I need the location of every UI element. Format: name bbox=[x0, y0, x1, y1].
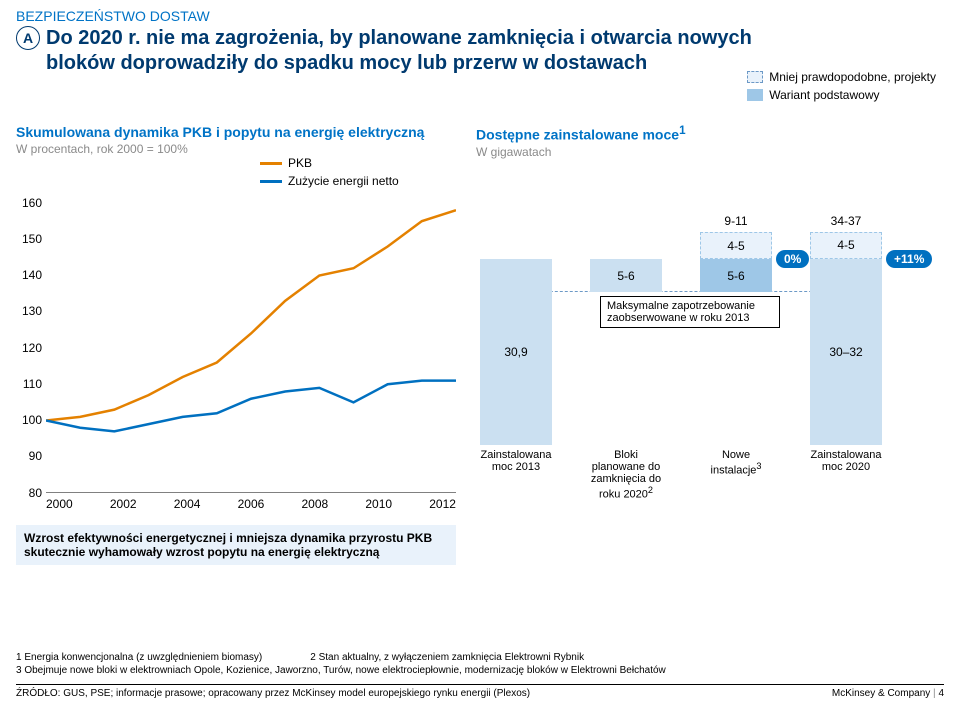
page-title: Do 2020 r. nie ma zagrożenia, by planowa… bbox=[46, 26, 766, 76]
y-tick-label: 80 bbox=[29, 486, 42, 500]
section-label: BEZPIECZEŃSTWO DOSTAW bbox=[16, 8, 944, 24]
waterfall-x-label: Nowe instalacje3 bbox=[696, 449, 776, 493]
delta-pill: 0% bbox=[776, 250, 809, 268]
left-caption: Wzrost efektywności energetycznej i mnie… bbox=[16, 525, 456, 565]
x-tick-label: 2002 bbox=[110, 497, 137, 511]
waterfall-segment-dashed: 4-5 bbox=[700, 232, 772, 259]
y-tick-label: 130 bbox=[22, 304, 42, 318]
right-chart-sub: W gigawatach bbox=[476, 145, 944, 159]
legend-label: PKB bbox=[288, 156, 312, 170]
waterfall-bar: 30–324-534-37 bbox=[810, 232, 882, 445]
x-tick-label: 2006 bbox=[238, 497, 265, 511]
waterfall-bar: 5-64-59-11 bbox=[700, 232, 772, 444]
x-axis-ticks: 2000 2002 2004 2006 2008 2010 2012 bbox=[46, 497, 456, 511]
line-chart: 8090100110120130140150160 20002002200420… bbox=[16, 203, 456, 493]
y-tick-label: 100 bbox=[22, 413, 42, 427]
x-tick-label: 2000 bbox=[46, 497, 73, 511]
left-chart-title: Skumulowana dynamika PKB i popytu na ene… bbox=[16, 124, 456, 140]
badge-letter: A bbox=[16, 26, 40, 50]
waterfall-segment-dashed: 4-5 bbox=[810, 232, 882, 259]
waterfall-x-label: Zainstalowana moc 2020 bbox=[806, 449, 886, 493]
range-label: 9-11 bbox=[700, 214, 772, 228]
x-tick-label: 2004 bbox=[174, 497, 201, 511]
y-axis-ticks: 8090100110120130140150160 bbox=[16, 203, 46, 493]
x-tick-label: 2010 bbox=[365, 497, 392, 511]
waterfall-x-label: Bloki planowane do zamknięcia do roku 20… bbox=[586, 449, 666, 493]
segment-icon bbox=[260, 180, 282, 183]
footer: ŹRÓDŁO: GUS, PSE; informacje prasowe; op… bbox=[16, 684, 944, 699]
waterfall-column: 30,9 bbox=[480, 259, 552, 444]
waterfall-bar: 30,9 bbox=[480, 259, 552, 444]
waterfall-column: 5-6 bbox=[590, 259, 662, 444]
legend-label: Zużycie energii netto bbox=[288, 174, 399, 188]
y-tick-label: 160 bbox=[22, 196, 42, 210]
waterfall-bar: 5-6 bbox=[590, 259, 662, 444]
x-tick-label: 2012 bbox=[429, 497, 456, 511]
legend-label: Wariant podstawowy bbox=[769, 88, 879, 102]
footnotes: 1 Energia konwencjonalna (z uwzględnieni… bbox=[16, 651, 944, 677]
waterfall-chart: 30,9 Zainstalowana moc 2013 5-6 Bloki plano… bbox=[476, 203, 936, 493]
waterfall-column: 30–324-534-37 bbox=[810, 232, 882, 445]
swatch-solid-icon bbox=[747, 89, 763, 101]
callout-box: Maksymalne zapotrzebowanie zaobserwowane… bbox=[600, 296, 780, 328]
segment-icon bbox=[260, 162, 282, 165]
legend-item-solid: Wariant podstawowy bbox=[747, 88, 936, 102]
y-tick-label: 150 bbox=[22, 232, 42, 246]
range-label: 34-37 bbox=[810, 214, 882, 228]
legend-net: Zużycie energii netto bbox=[260, 174, 399, 188]
y-tick-label: 140 bbox=[22, 268, 42, 282]
waterfall-segment: 5-6 bbox=[700, 259, 772, 292]
right-chart-title: Dostępne zainstalowane moce1 bbox=[476, 124, 944, 143]
legend-right: Mniej prawdopodobne, projekty Wariant po… bbox=[747, 70, 936, 106]
y-tick-label: 90 bbox=[29, 449, 42, 463]
title-row: A Do 2020 r. nie ma zagrożenia, by plano… bbox=[16, 26, 944, 76]
waterfall-segment: 30,9 bbox=[480, 259, 552, 444]
y-tick-label: 110 bbox=[23, 377, 42, 391]
delta-pill: +11% bbox=[886, 250, 932, 268]
legend-label: Mniej prawdopodobne, projekty bbox=[769, 70, 936, 84]
footnote-2: 2 Stan aktualny, z wyłączeniem zamknięci… bbox=[310, 651, 584, 664]
waterfall-column: 5-64-59-11 bbox=[700, 232, 772, 444]
line-chart-svg bbox=[46, 203, 456, 493]
legend-item-dashed: Mniej prawdopodobne, projekty bbox=[747, 70, 936, 84]
x-tick-label: 2008 bbox=[302, 497, 329, 511]
waterfall-segment: 5-6 bbox=[590, 259, 662, 292]
footnote-3: 3 Obejmuje nowe bloki w elektrowniach Op… bbox=[16, 664, 944, 677]
swatch-dashed-icon bbox=[747, 71, 763, 83]
footnote-1: 1 Energia konwencjonalna (z uwzględnieni… bbox=[16, 651, 262, 664]
line-chart-legend: PKB Zużycie energii netto bbox=[260, 156, 399, 192]
waterfall-x-label: Zainstalowana moc 2013 bbox=[476, 449, 556, 493]
footer-brand: McKinsey & Company | 4 bbox=[832, 688, 944, 699]
footer-source: ŹRÓDŁO: GUS, PSE; informacje prasowe; op… bbox=[16, 688, 530, 699]
left-chart-sub: W procentach, rok 2000 = 100% bbox=[16, 142, 456, 156]
waterfall-segment: 30–32 bbox=[810, 259, 882, 445]
y-tick-label: 120 bbox=[22, 341, 42, 355]
legend-pkb: PKB bbox=[260, 156, 399, 170]
